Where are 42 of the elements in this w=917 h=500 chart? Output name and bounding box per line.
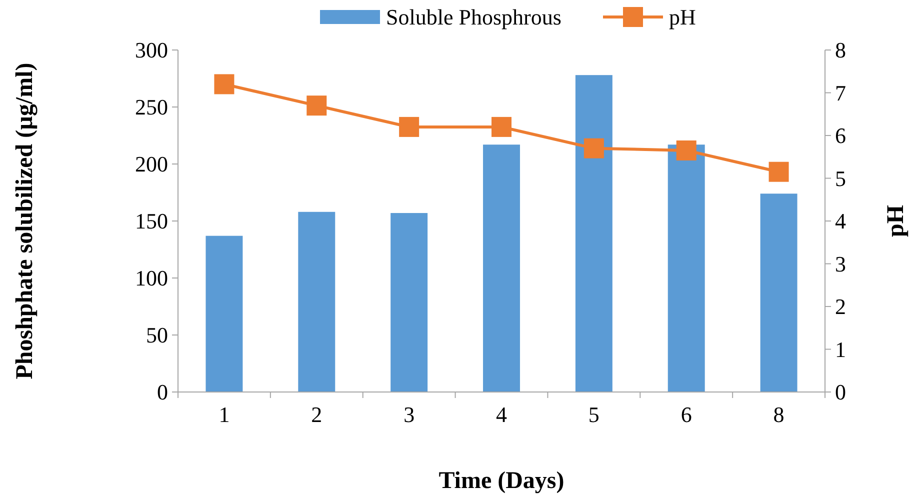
y2-tick-label: 1 — [835, 336, 846, 362]
bar — [390, 213, 428, 392]
y-tick-label: 0 — [157, 380, 168, 405]
bar — [206, 236, 243, 392]
y2-tick-label: 6 — [835, 123, 846, 148]
legend-label: pH — [669, 4, 696, 30]
x-tick-label: 8 — [773, 402, 784, 427]
y2-axis-title: pH — [883, 204, 909, 238]
x-tick-label: 6 — [680, 402, 692, 427]
bar — [668, 144, 705, 392]
y2-tick-label: 7 — [835, 80, 846, 106]
y-tick-label: 50 — [146, 322, 168, 348]
point — [492, 116, 512, 137]
point — [584, 138, 604, 158]
bar — [483, 144, 520, 392]
y2-tick-label: 2 — [835, 294, 846, 320]
point — [768, 162, 789, 182]
y2-tick-label: 4 — [835, 208, 846, 234]
x-tick-label: 4 — [496, 402, 507, 427]
y-tick-label: 250 — [135, 94, 168, 120]
x-tick-label: 2 — [311, 402, 322, 427]
point — [399, 116, 420, 137]
y2-tick-label: 0 — [835, 380, 846, 405]
x-tick-label: 5 — [588, 402, 600, 427]
y-tick-label: 100 — [135, 266, 168, 291]
legend-label: Soluble Phosphrous — [386, 4, 562, 30]
bar — [575, 75, 612, 392]
y-tick-label: 300 — [135, 38, 168, 63]
y-axis-title: Phoshphate solubilized (µg/ml) — [12, 62, 38, 380]
bar — [298, 212, 336, 392]
y-tick-label: 150 — [135, 208, 168, 234]
y2-tick-label: 5 — [835, 166, 846, 191]
point — [676, 140, 696, 160]
x-tick-label: 3 — [404, 402, 415, 427]
y2-tick-label: 8 — [835, 38, 846, 63]
y-tick-label: 200 — [135, 152, 168, 177]
x-axis-title: Time (Days) — [438, 468, 564, 494]
bar — [760, 194, 798, 392]
x-tick-label: 1 — [218, 402, 230, 427]
y2-tick-label: 3 — [835, 251, 846, 276]
point — [214, 74, 234, 94]
point — [306, 96, 327, 116]
